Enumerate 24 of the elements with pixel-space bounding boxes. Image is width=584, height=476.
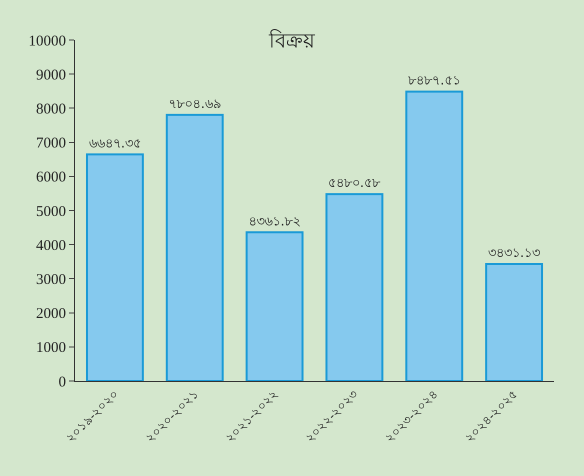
y-tick-label: 9000	[36, 67, 66, 84]
bar	[86, 153, 144, 381]
bar	[325, 193, 384, 381]
y-tick-label: 4000	[36, 238, 66, 254]
bar	[405, 90, 464, 381]
bar	[246, 231, 304, 381]
y-tick-label: 0	[58, 374, 66, 390]
y-tick-label: 2000	[36, 306, 66, 322]
y-tick-label: 7000	[36, 136, 66, 152]
y-tick-label: 5000	[36, 204, 66, 220]
y-tick-label: 10000	[28, 33, 66, 50]
chart-title: বিক্রয়	[268, 28, 316, 52]
bar	[485, 263, 544, 381]
data-label: ৪৩৬১.৮২	[248, 214, 301, 230]
bar	[166, 114, 224, 381]
y-tick-label: 3000	[36, 272, 66, 288]
y-tick-label: 1000	[36, 340, 66, 356]
y-tick-label: 8000	[36, 101, 66, 118]
data-label: ৫৪৮০.৫৮	[328, 176, 381, 192]
data-label: ৩৪৩১.১৩	[488, 246, 540, 261]
data-label: ৭৮০৪.৬৯	[168, 96, 221, 112]
data-label: ৬৬৪৭.৩৫	[88, 136, 141, 152]
data-label: ৮৪৮৭.৫১	[408, 74, 460, 89]
y-tick-label: 6000	[36, 170, 66, 186]
